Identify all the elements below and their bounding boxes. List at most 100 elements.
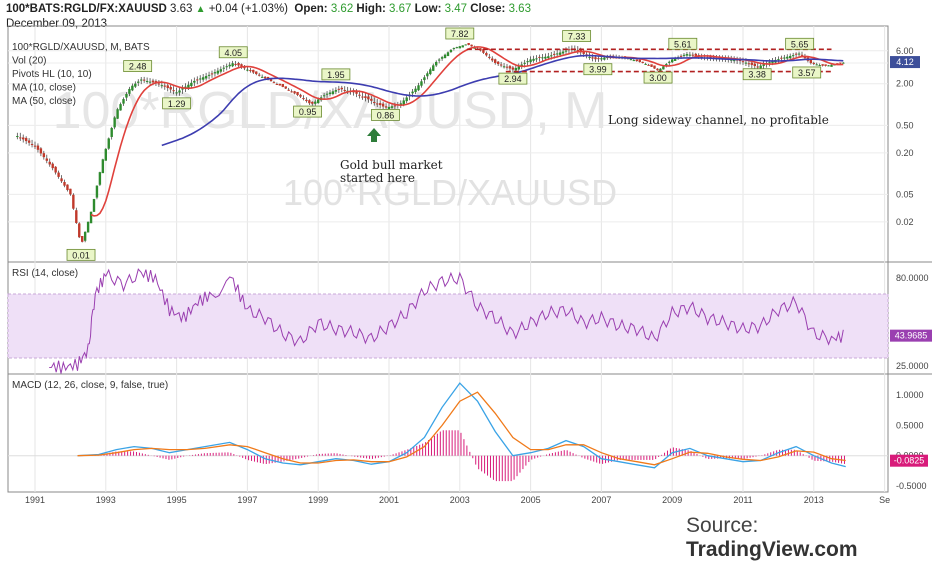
candle-body <box>437 59 441 61</box>
candle-body <box>836 63 839 65</box>
candle-body <box>98 172 102 185</box>
candle-body <box>157 83 161 85</box>
pivot-label-box <box>66 248 96 261</box>
candle-body <box>440 57 444 59</box>
candle-body <box>119 104 122 111</box>
candle-body <box>104 148 107 161</box>
candle-body <box>520 64 523 67</box>
candle-body <box>644 63 647 65</box>
candle-body <box>287 89 290 91</box>
candle-body <box>172 90 175 92</box>
pivot-label: 2.48 <box>129 62 147 72</box>
candle-body <box>299 94 302 97</box>
price-axis-label: 2.00 <box>896 79 914 89</box>
candle-body <box>730 59 733 61</box>
x-tick-label: 2003 <box>450 495 470 505</box>
open-label: Open: <box>294 3 328 15</box>
macd-line <box>77 382 846 469</box>
pivot-label: 3.38 <box>748 70 766 80</box>
candle-body <box>387 106 391 109</box>
candle-body <box>181 88 184 90</box>
x-tick-label: 1997 <box>237 495 257 505</box>
candle-body <box>747 63 751 65</box>
pivot-label: 4.05 <box>224 48 242 58</box>
candle-body <box>255 71 258 74</box>
annotation-channel: Long sideway channel, no profitable <box>608 113 829 127</box>
chart-frame <box>7 25 889 493</box>
candle-body <box>122 99 125 104</box>
x-tick-label: 1995 <box>167 495 187 505</box>
candle-body <box>488 56 491 58</box>
candle-body <box>163 85 166 87</box>
candle-body <box>249 70 252 72</box>
candle-body <box>137 81 140 83</box>
candle-body <box>402 100 405 105</box>
chart-canvas[interactable]: 1991 1993 1995 1997 1999 2001 2003 2005 2007 2009… <box>0 0 932 510</box>
candle-body <box>485 52 488 56</box>
candle-body <box>72 194 75 209</box>
pivot-label-box <box>742 68 772 81</box>
close-value: 3.63 <box>508 3 531 15</box>
candle-body <box>57 172 60 177</box>
candle-body <box>750 62 754 65</box>
candle-body <box>691 54 695 56</box>
candle-body <box>75 210 78 223</box>
x-tick-label: 2005 <box>521 495 541 505</box>
candle-body <box>653 65 656 69</box>
candle-body <box>411 91 414 94</box>
candle-body <box>36 145 40 150</box>
candle-body <box>659 68 662 72</box>
candle-body <box>794 53 798 55</box>
candle-body <box>741 61 745 63</box>
candle-body <box>134 83 137 87</box>
candle-body <box>373 102 376 104</box>
candle-body <box>668 61 671 63</box>
rsi-line <box>49 268 844 374</box>
candle-body <box>151 80 155 83</box>
pivot-label: 3.99 <box>589 65 607 75</box>
candle-body <box>145 80 149 82</box>
candle-body <box>399 103 402 106</box>
candle-body <box>505 66 509 68</box>
candle-body <box>275 83 279 85</box>
candle-body <box>284 86 287 89</box>
candle-body <box>458 46 461 49</box>
candle-body <box>467 43 470 45</box>
candle-body <box>16 136 19 138</box>
x-tick-label: 2007 <box>591 495 611 505</box>
x-tick-label: 2001 <box>379 495 399 505</box>
candle-body <box>116 109 119 119</box>
candle-body <box>470 44 473 47</box>
candle-body <box>51 163 54 169</box>
candle-body <box>449 49 453 53</box>
candle-body <box>429 69 432 75</box>
candle-body <box>113 117 116 128</box>
candle-body <box>384 106 388 108</box>
candle-body <box>201 77 205 80</box>
candle-body <box>777 59 780 61</box>
candle-body <box>479 48 482 51</box>
price-change: +0.04 (+1.03%) <box>208 3 288 15</box>
candle-body <box>367 96 370 100</box>
candle-body <box>821 64 824 66</box>
candle-body <box>420 81 423 86</box>
watermark-small: 100*RGLD/XAUUSD <box>283 172 617 213</box>
candle-body <box>647 64 650 66</box>
candle-body <box>446 52 450 57</box>
candle-body <box>258 74 261 76</box>
candle-body <box>27 140 31 143</box>
candle-body <box>709 56 712 58</box>
candle-body <box>81 236 84 242</box>
candle-body <box>803 56 807 59</box>
legend-entry: Pivots HL (10, 10) <box>12 69 92 80</box>
candle-body <box>184 86 187 88</box>
candle-body <box>768 62 771 64</box>
candle-body <box>827 65 830 67</box>
candle-body <box>494 59 497 63</box>
candle-body <box>390 106 394 108</box>
pivot-label: 0.86 <box>377 110 395 120</box>
candle-body <box>228 64 231 67</box>
candle-body <box>786 56 789 59</box>
candle-body <box>541 57 544 59</box>
candle-body <box>830 64 833 67</box>
